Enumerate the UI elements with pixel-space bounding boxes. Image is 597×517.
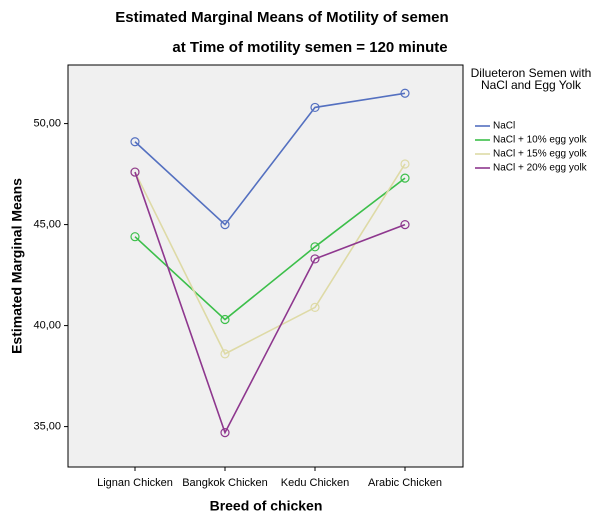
plot-area [67,64,464,468]
x-tick-label: Lignan Chicken [97,477,173,489]
legend-label: NaCl + 15% egg yolk [493,149,588,160]
point [130,167,140,177]
x-tick-label: Kedu Chicken [281,477,350,489]
legend-title: Dilueteron Semen with NaCl and Egg Yolk [470,66,592,92]
series-line [134,163,406,355]
x-tick-label: Bangkok Chicken [182,477,268,489]
x-tick-label: Arabic Chicken [368,477,442,489]
y-tick-label: 40,00 [33,319,61,331]
point [400,159,410,169]
legend-label: NaCl + 10% egg yolk [493,135,588,146]
point [400,88,410,98]
point [310,242,320,252]
point [220,314,230,325]
series-line [134,177,406,321]
legend-label: NaCl [493,121,515,132]
point [220,428,230,438]
chart-title: Estimated Marginal Means of Motility of … [115,9,448,26]
point [220,349,230,359]
y-tick-label: 45,00 [33,218,61,230]
point [400,173,410,183]
y-tick-label: 35,00 [33,421,61,433]
point [130,232,140,242]
legend-label: NaCl + 20% egg yolk [493,163,588,174]
series-line [134,92,406,226]
y-tick-label: 50,00 [33,117,61,129]
point [310,102,320,113]
point [310,254,320,264]
series-line [134,171,406,435]
chart-subtitle: at Time of motility semen = 120 minute [172,39,447,56]
x-axis-label: Breed of chicken [210,498,323,514]
y-axis-label: Estimated Marginal Means [9,178,25,354]
point [310,302,320,313]
point [130,137,140,147]
point [220,219,230,230]
point [400,219,410,230]
